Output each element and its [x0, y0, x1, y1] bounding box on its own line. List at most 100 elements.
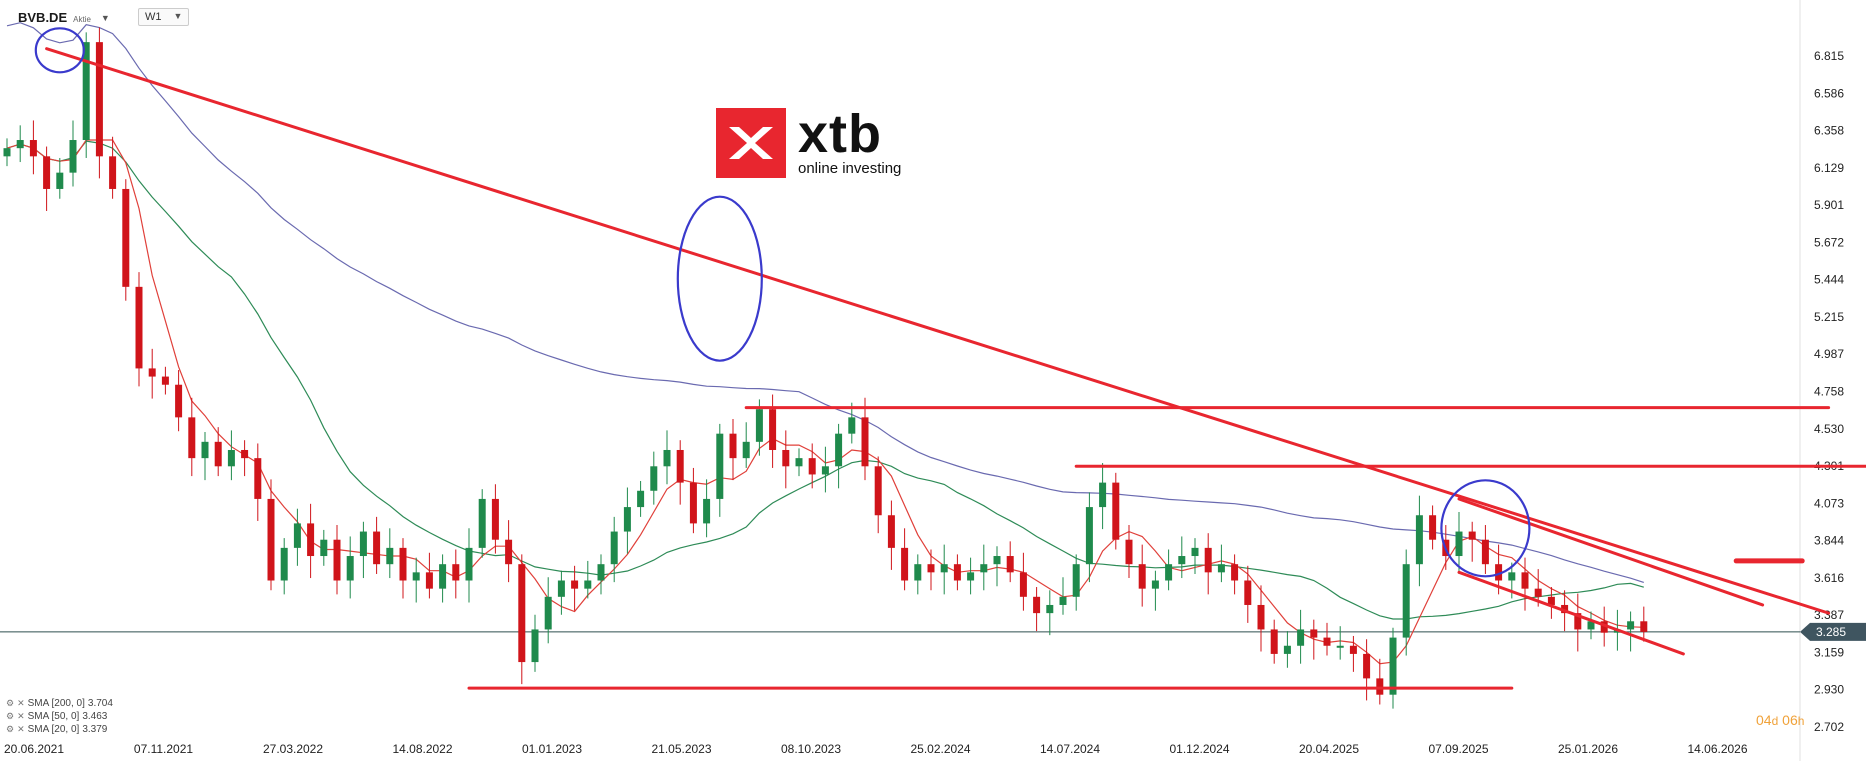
candle-body[interactable]: [940, 564, 948, 573]
candle-body[interactable]: [161, 376, 169, 385]
candle-body[interactable]: [1481, 539, 1489, 565]
candle-body[interactable]: [1059, 596, 1067, 605]
candle-body[interactable]: [703, 498, 711, 524]
candle-body[interactable]: [109, 156, 117, 189]
candle-body[interactable]: [1310, 629, 1318, 638]
candle-body[interactable]: [69, 140, 77, 173]
candle-body[interactable]: [821, 466, 829, 475]
candle-body[interactable]: [1125, 539, 1133, 565]
legend-item-sma20[interactable]: ⚙ ✕ SMA [20, 0] 3.379: [6, 723, 113, 736]
candle-body[interactable]: [953, 564, 961, 581]
candle-body[interactable]: [914, 564, 922, 581]
channel-upper-line[interactable]: [1457, 497, 1765, 607]
candle-body[interactable]: [346, 556, 354, 581]
candle-body[interactable]: [82, 42, 90, 141]
candle-body[interactable]: [452, 564, 460, 581]
candle-body[interactable]: [425, 572, 433, 589]
candle-body[interactable]: [623, 507, 631, 532]
candle-body[interactable]: [1019, 572, 1027, 597]
candle-body[interactable]: [478, 498, 486, 548]
candle-body[interactable]: [610, 531, 618, 565]
candle-body[interactable]: [689, 482, 697, 524]
candle-body[interactable]: [993, 556, 1001, 565]
candle-body[interactable]: [887, 515, 895, 548]
candle-body[interactable]: [795, 458, 803, 467]
candle-body[interactable]: [1072, 564, 1080, 597]
candle-body[interactable]: [1389, 637, 1397, 695]
candle-body[interactable]: [1323, 637, 1331, 646]
candle-body[interactable]: [1204, 547, 1212, 573]
candle-body[interactable]: [1138, 564, 1146, 589]
candle-body[interactable]: [16, 140, 24, 149]
candle-body[interactable]: [1561, 604, 1569, 614]
candle-body[interactable]: [1297, 629, 1305, 646]
candle-body[interactable]: [505, 539, 513, 565]
candle-body[interactable]: [56, 172, 64, 189]
candle-body[interactable]: [201, 441, 209, 459]
candle-body[interactable]: [95, 42, 103, 157]
candle-body[interactable]: [716, 433, 724, 499]
downtrend-line[interactable]: [45, 47, 1831, 615]
candle-body[interactable]: [1534, 588, 1542, 597]
candle-body[interactable]: [333, 539, 341, 581]
candle-body[interactable]: [1455, 531, 1463, 557]
candle-body[interactable]: [1521, 572, 1529, 589]
settings-icon[interactable]: ⚙: [6, 698, 15, 708]
candle-body[interactable]: [663, 449, 671, 467]
channel-lower-line[interactable]: [1457, 570, 1685, 656]
candle-body[interactable]: [597, 564, 605, 581]
highlight-circle[interactable]: [34, 27, 85, 74]
candle-body[interactable]: [1006, 556, 1014, 573]
candle-body[interactable]: [412, 572, 420, 581]
settings-icon[interactable]: ⚙: [6, 724, 15, 734]
candle-body[interactable]: [175, 384, 183, 418]
candle-body[interactable]: [1376, 678, 1384, 695]
candle-body[interactable]: [1099, 482, 1107, 508]
candle-body[interactable]: [188, 417, 196, 459]
candle-body[interactable]: [755, 409, 763, 442]
candle-body[interactable]: [848, 417, 856, 434]
candle-body[interactable]: [1627, 621, 1635, 630]
chevron-down-icon[interactable]: ▼: [100, 12, 110, 23]
candle-body[interactable]: [1165, 564, 1173, 581]
timeframe-select[interactable]: W1 ▼: [138, 8, 190, 26]
candle-body[interactable]: [227, 449, 235, 467]
candle-body[interactable]: [280, 547, 288, 581]
candle-body[interactable]: [1363, 653, 1371, 679]
candle-body[interactable]: [439, 564, 447, 589]
candle-body[interactable]: [557, 580, 565, 597]
candle-body[interactable]: [861, 417, 869, 467]
candle-body[interactable]: [148, 368, 156, 377]
candle-body[interactable]: [399, 547, 407, 581]
candle-body[interactable]: [1640, 621, 1648, 632]
settings-icon[interactable]: ⚙: [6, 711, 15, 721]
candle-body[interactable]: [1495, 564, 1503, 581]
symbol-label[interactable]: BVB.DE: [18, 10, 68, 25]
candle-body[interactable]: [122, 188, 130, 287]
candle-body[interactable]: [373, 531, 381, 565]
candle-body[interactable]: [1415, 515, 1423, 565]
candle-body[interactable]: [1046, 604, 1054, 614]
candle-body[interactable]: [676, 449, 684, 483]
candle-body[interactable]: [307, 523, 315, 557]
candle-body[interactable]: [1085, 507, 1093, 565]
candle-body[interactable]: [742, 441, 750, 459]
candle-body[interactable]: [1600, 621, 1608, 633]
candle-body[interactable]: [465, 547, 473, 581]
candle-body[interactable]: [241, 449, 249, 459]
candle-body[interactable]: [650, 466, 658, 491]
candle-body[interactable]: [1402, 564, 1410, 638]
candle-body[interactable]: [769, 409, 777, 450]
candle-body[interactable]: [544, 596, 552, 630]
candle-body[interactable]: [491, 498, 499, 540]
candle-body[interactable]: [1112, 482, 1120, 540]
close-icon[interactable]: ✕: [17, 711, 25, 721]
candle-body[interactable]: [359, 531, 367, 557]
candle-body[interactable]: [1151, 580, 1159, 589]
candle-body[interactable]: [1349, 645, 1357, 654]
candle-body[interactable]: [901, 547, 909, 581]
candle-body[interactable]: [518, 564, 526, 663]
candle-body[interactable]: [571, 580, 579, 589]
candle-body[interactable]: [1336, 645, 1344, 648]
